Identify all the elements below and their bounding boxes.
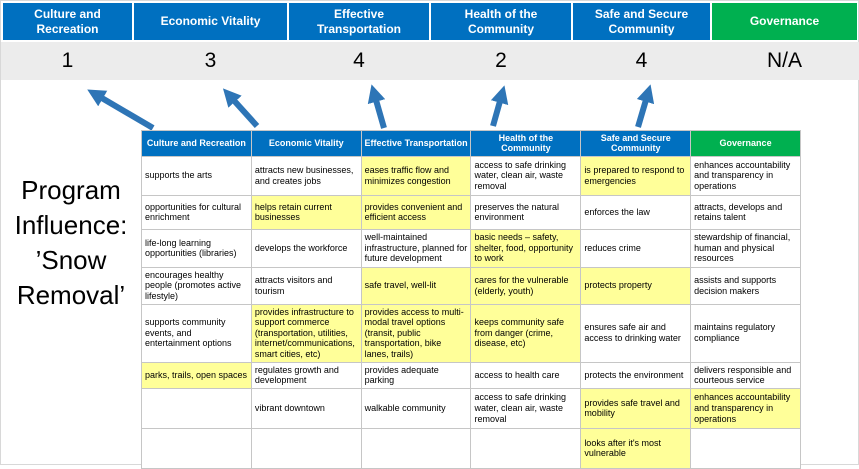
matrix-cell: preserves the natural environment — [470, 194, 582, 230]
matrix-cell: protects property — [580, 266, 692, 305]
matrix-cell: access to health care — [470, 361, 582, 389]
matrix-cell: access to safe drinking water, clean air… — [470, 155, 582, 196]
matrix-cell: keeps community safe from danger (crime,… — [470, 303, 582, 363]
score-economic-vitality: 3 — [204, 49, 217, 72]
matrix-cell: enforces the law — [580, 194, 692, 230]
matrix-header-safe-secure-community: Safe and Secure Community — [580, 130, 692, 157]
table-row: looks after it's most vulnerable — [141, 427, 801, 469]
matrix-header-row: Culture and Recreation Economic Vitality… — [141, 130, 801, 157]
table-row: life-long learning opportunities (librar… — [141, 228, 801, 268]
matrix-cell: basic needs – safety, shelter, food, opp… — [470, 228, 582, 268]
matrix-cell: vibrant downtown — [250, 387, 362, 429]
score-safe-secure-community: 4 — [635, 49, 648, 72]
matrix-header-health-community: Health of the Community — [470, 130, 582, 157]
matrix-cell: life-long learning opportunities (librar… — [141, 228, 252, 268]
matrix-header-economic-vitality: Economic Vitality — [250, 130, 362, 157]
score-band: 1 3 4 2 4 N/A — [1, 42, 859, 80]
matrix-cell: provides adequate parking — [360, 361, 472, 389]
matrix-header-culture-recreation: Culture and Recreation — [141, 130, 252, 157]
matrix-cell: supports community events, and entertain… — [141, 303, 252, 363]
table-row: vibrant downtown walkable community acce… — [141, 387, 801, 429]
matrix-cell: is prepared to respond to emergencies — [580, 155, 692, 196]
matrix-cell: assists and supports decision makers — [690, 266, 801, 305]
matrix-cell: helps retain current businesses — [250, 194, 362, 230]
score-culture-recreation: 1 — [61, 49, 74, 72]
matrix-cell: provides infrastructure to support comme… — [250, 303, 362, 363]
category-header-governance: Governance — [712, 3, 857, 40]
table-row: encourages healthy people (promotes acti… — [141, 266, 801, 305]
matrix-cell: provides convenient and efficient access — [360, 194, 472, 230]
matrix-cell: enhances accountability and transparency… — [690, 155, 801, 196]
matrix-cell: protects the environment — [580, 361, 692, 389]
influence-arrows — [87, 84, 655, 131]
matrix-cell: attracts new businesses, and creates job… — [250, 155, 362, 196]
matrix-cell — [250, 427, 362, 469]
matrix-cell: provides safe travel and mobility — [580, 387, 692, 429]
matrix-cell: well-maintained infrastructure, planned … — [360, 228, 472, 268]
category-header-row: Culture and Recreation Economic Vitality… — [3, 3, 857, 40]
table-row: opportunities for cultural enrichment he… — [141, 194, 801, 230]
matrix-cell: provides access to multi-modal travel op… — [360, 303, 472, 363]
matrix-cell: encourages healthy people (promotes acti… — [141, 266, 252, 305]
matrix-cell — [141, 427, 252, 469]
matrix-cell: stewardship of financial, human and phys… — [690, 228, 801, 268]
matrix-cell: maintains regulatory compliance — [690, 303, 801, 363]
table-row: parks, trails, open spaces regulates gro… — [141, 361, 801, 389]
matrix-header-governance: Governance — [690, 130, 801, 157]
matrix-cell: attracts, develops and retains talent — [690, 194, 801, 230]
matrix-cell: opportunities for cultural enrichment — [141, 194, 252, 230]
table-row: supports the arts attracts new businesse… — [141, 155, 801, 196]
matrix-cell: cares for the vulnerable (elderly, youth… — [470, 266, 582, 305]
category-header-culture-recreation: Culture and Recreation — [3, 3, 132, 40]
matrix-cell — [470, 427, 582, 469]
matrix-cell: ensures safe air and access to drinking … — [580, 303, 692, 363]
matrix-cell: attracts visitors and tourism — [250, 266, 362, 305]
matrix-cell: looks after it's most vulnerable — [580, 427, 692, 469]
score-effective-transportation: 4 — [353, 49, 365, 72]
category-header-health-community: Health of the Community — [431, 3, 571, 40]
score-governance: N/A — [766, 49, 802, 72]
matrix-cell: regulates growth and development — [250, 361, 362, 389]
matrix-cell: enhances accountability and transparency… — [690, 387, 801, 429]
page-title: Program Influence: ’Snow Removal’ — [14, 175, 128, 311]
matrix-cell: supports the arts — [141, 155, 252, 196]
category-header-safe-secure-community: Safe and Secure Community — [573, 3, 710, 40]
matrix-cell — [141, 387, 252, 429]
matrix-cell: walkable community — [360, 387, 472, 429]
table-row: supports community events, and entertain… — [141, 303, 801, 363]
matrix-cell: reduces crime — [580, 228, 692, 268]
influence-matrix-table: Culture and Recreation Economic Vitality… — [141, 130, 801, 469]
score-health-community: 2 — [495, 49, 507, 72]
matrix-cell — [690, 427, 801, 469]
matrix-cell: access to safe drinking water, clean air… — [470, 387, 582, 429]
influence-arrow-5 — [635, 84, 655, 128]
matrix-cell: eases traffic flow and minimizes congest… — [360, 155, 472, 196]
matrix-cell: develops the workforce — [250, 228, 362, 268]
matrix-cell: safe travel, well-lit — [360, 266, 472, 305]
matrix-cell: delivers responsible and courteous servi… — [690, 361, 801, 389]
category-header-effective-transportation: Effective Transportation — [289, 3, 429, 40]
matrix-cell — [360, 427, 472, 469]
influence-arrow-4 — [490, 85, 509, 127]
category-header-economic-vitality: Economic Vitality — [134, 3, 287, 40]
matrix-header-effective-transportation: Effective Transportation — [360, 130, 472, 157]
influence-arrow-1 — [87, 89, 155, 131]
influence-arrow-3 — [367, 84, 387, 129]
influence-arrow-2 — [222, 88, 260, 129]
matrix-cell: parks, trails, open spaces — [141, 361, 252, 389]
